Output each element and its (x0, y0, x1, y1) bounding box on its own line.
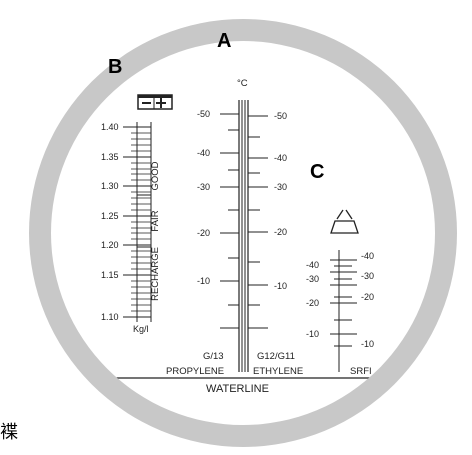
ethylene-tick-labels: -50 -40 -30 -20 -10 (274, 111, 287, 291)
srfi-scale (330, 250, 357, 372)
battery-icon (137, 94, 173, 110)
label-b: B (108, 56, 122, 78)
propylene-tick-label: -40 (197, 148, 210, 158)
srfi-left-tick-label: -10 (306, 329, 319, 339)
zone-recharge-label: RECHARGE (150, 247, 161, 301)
edge-glyph: 褋 (0, 422, 18, 443)
sg-tick-label: 1.15 (101, 270, 119, 280)
propylene-ticks (220, 113, 239, 329)
label-c: C (310, 161, 324, 183)
sg-tick-label: 1.20 (101, 240, 119, 250)
ethylene-tick-label: -50 (274, 111, 287, 121)
celsius-column (238, 100, 249, 372)
lens-field (51, 41, 435, 425)
battery-scale (123, 122, 152, 322)
ethylene-ticks (248, 115, 268, 329)
ethylene-label: ETHYLENE (253, 366, 303, 377)
srfi-left-tick-label: -30 (306, 274, 319, 284)
propylene-tick-label: -10 (197, 276, 210, 286)
waterline-label: WATERLINE (206, 383, 269, 395)
srfi-left-tick-label: -40 (306, 260, 319, 270)
celsius-unit: °C (237, 78, 248, 89)
label-a: A (217, 30, 231, 52)
ethylene-tick-label: -30 (274, 182, 287, 192)
srfi-tick-labels: -40 -30 -20 -10 -40 -30 -20 -10 (306, 251, 374, 349)
sg-tick-label: 1.35 (101, 152, 119, 162)
propylene-tick-label: -30 (197, 182, 210, 192)
srfi-left-tick-label: -20 (306, 298, 319, 308)
srfi-right-tick-label: -20 (361, 292, 374, 302)
zone-good-label: GOOD (150, 161, 161, 190)
sg-tick-label: 1.30 (101, 181, 119, 191)
ethylene-tick-label: -40 (274, 153, 287, 163)
srfi-right-tick-label: -10 (361, 339, 374, 349)
battery-scale-ticks: 1.40 1.35 1.30 1.25 1.20 1.15 1.10 Kg/l … (101, 122, 161, 334)
scale-names: G/13 PROPYLENE G12/G11 ETHYLENE SRFI (166, 351, 372, 377)
sg-unit: Kg/l (133, 324, 149, 334)
sg-tick-label: 1.10 (101, 312, 119, 322)
sg-tick-label: 1.25 (101, 211, 119, 221)
sg-tick-label: 1.40 (101, 122, 119, 132)
ethylene-tick-label: -10 (274, 281, 287, 291)
srfi-label: SRFI (350, 366, 372, 377)
propylene-tick-label: -50 (197, 109, 210, 119)
srfi-right-tick-label: -40 (361, 251, 374, 261)
propylene-code: G/13 (203, 351, 224, 362)
propylene-tick-label: -20 (197, 228, 210, 238)
propylene-label: PROPYLENE (166, 366, 224, 377)
ethylene-tick-label: -20 (274, 227, 287, 237)
srfi-right-tick-label: -30 (361, 271, 374, 281)
ethylene-code: G12/G11 (257, 351, 295, 362)
propylene-tick-labels: -50 -40 -30 -20 -10 (197, 109, 210, 286)
zone-fair-label: FAIR (150, 210, 161, 231)
windshield-icon (330, 209, 359, 234)
